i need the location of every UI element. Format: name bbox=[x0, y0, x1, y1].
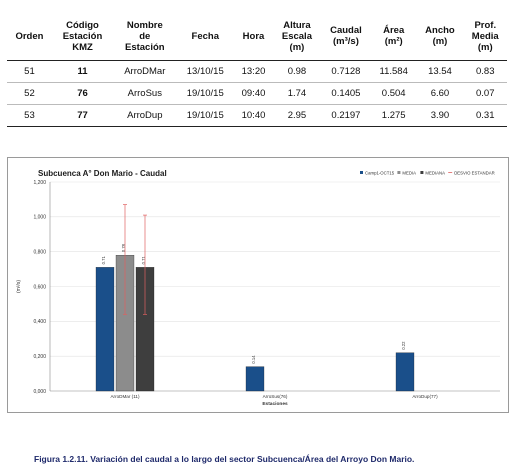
column-header: Orden bbox=[15, 30, 44, 42]
table-header-row: Orden Código Estación KMZ Nombre de Estaci… bbox=[7, 12, 507, 61]
column-header: Código Estación KMZ bbox=[62, 19, 103, 53]
table-cell: 13/10/15 bbox=[176, 60, 235, 83]
table-cell: 76 bbox=[51, 82, 114, 105]
column-header: Fecha bbox=[191, 30, 219, 42]
table-cell: 11 bbox=[51, 60, 114, 83]
column-header: Caudal (m³/s) bbox=[330, 25, 362, 47]
y-tick-label: 0,200 bbox=[33, 354, 46, 360]
table-cell: ArroDup bbox=[113, 104, 177, 127]
y-axis-label: (m³/s) bbox=[16, 280, 22, 293]
y-tick-label: 1,200 bbox=[33, 180, 46, 186]
table-cell: 19/10/15 bbox=[176, 82, 235, 105]
column-header: Ancho (m) bbox=[425, 25, 455, 47]
table-cell: 52 bbox=[7, 82, 52, 105]
bar-value-label: 0.78 bbox=[121, 243, 126, 252]
table-cell: 0.07 bbox=[463, 82, 507, 105]
table-cell: 0.83 bbox=[463, 60, 507, 83]
table-cell: 0.31 bbox=[463, 104, 507, 127]
table-cell: 51 bbox=[7, 60, 52, 83]
bar-value-label: 0.22 bbox=[401, 341, 406, 350]
table-cell: 19/10/15 bbox=[176, 104, 235, 127]
table-cell: 0.504 bbox=[370, 82, 417, 105]
y-tick-label: 0,000 bbox=[33, 389, 46, 395]
data-table: Orden Código Estación KMZ Nombre de Estaci… bbox=[7, 12, 507, 127]
column-header: Prof. Media (m) bbox=[471, 19, 499, 53]
table-row: 51 11 ArroDMar 13/10/15 13:20 0.98 0.7128 11.58… bbox=[7, 60, 507, 83]
y-tick-label: 0,400 bbox=[33, 319, 46, 325]
x-tick-label: ArroDup(77) bbox=[412, 394, 438, 399]
table-cell: 1.275 bbox=[370, 104, 417, 127]
bar bbox=[395, 352, 415, 392]
legend-swatch bbox=[360, 171, 363, 174]
column-header: Área (m²) bbox=[383, 25, 405, 47]
table-cell: 77 bbox=[51, 104, 114, 127]
table-cell: ArroDMar bbox=[113, 60, 177, 83]
y-tick-label: 0,800 bbox=[33, 249, 46, 255]
x-tick-label: ArroSus(76) bbox=[263, 394, 288, 399]
bar bbox=[95, 267, 115, 392]
legend-label: Camp1-OCT15 bbox=[365, 171, 395, 176]
table-cell: 1.74 bbox=[273, 82, 321, 105]
legend-label: MEDIA bbox=[402, 171, 416, 176]
column-header: Nombre de Estación bbox=[124, 19, 165, 53]
bar bbox=[245, 366, 265, 392]
legend-swatch bbox=[397, 171, 401, 174]
column-header: Altura Escala (m) bbox=[281, 19, 312, 53]
table-cell: 0.7128 bbox=[320, 60, 371, 83]
table-cell: 6.60 bbox=[416, 82, 464, 105]
table-cell: 0.98 bbox=[273, 60, 321, 83]
table-cell: 09:40 bbox=[234, 82, 273, 105]
table-body: 51 11 ArroDMar 13/10/15 13:20 0.98 0.7128 11.58… bbox=[7, 60, 507, 127]
bar-value-label: 0.71 bbox=[141, 256, 146, 265]
x-axis-label: Estaciones bbox=[262, 401, 288, 407]
table-cell: 53 bbox=[7, 104, 52, 127]
bar-value-label: 0.71 bbox=[101, 256, 106, 265]
table-cell: ArroSus bbox=[113, 82, 177, 105]
bar-value-label: 0.14 bbox=[251, 355, 256, 364]
table-cell: 3.90 bbox=[416, 104, 464, 127]
chart-frame: Subcuenca A° Don Mario - Caudal Camp1-OCT… bbox=[7, 157, 509, 413]
column-header: Hora bbox=[242, 30, 265, 42]
figure-caption: Figura 1.2.11. Variación del caudal a lo… bbox=[34, 454, 415, 464]
table-cell: 0.1405 bbox=[320, 82, 371, 105]
table-cell: 10:40 bbox=[234, 104, 273, 127]
y-tick-label: 1,000 bbox=[33, 215, 46, 221]
chart-title: Subcuenca A° Don Mario - Caudal bbox=[38, 169, 167, 178]
table-cell: 11.584 bbox=[370, 60, 417, 83]
legend-label: MEDIANA bbox=[425, 171, 445, 176]
table-row: 52 76 ArroSus 19/10/15 09:40 1.74 0.1405 0.504 6… bbox=[7, 82, 507, 105]
y-tick-label: 0,600 bbox=[33, 284, 46, 290]
table-row: 53 77 ArroDup 19/10/15 10:40 2.95 0.2197 1.275 3… bbox=[7, 104, 507, 127]
legend-swatch bbox=[420, 171, 424, 174]
chart: Subcuenca A° Don Mario - Caudal Camp1-OCT… bbox=[16, 169, 500, 407]
legend-label: DESVIO ESTANDAR bbox=[454, 171, 495, 176]
x-tick-label: ArroDMar (11) bbox=[110, 394, 139, 399]
table-cell: 13:20 bbox=[234, 60, 273, 83]
table-cell: 0.2197 bbox=[320, 104, 371, 127]
table-cell: 2.95 bbox=[273, 104, 321, 127]
table-cell: 13.54 bbox=[416, 60, 464, 83]
